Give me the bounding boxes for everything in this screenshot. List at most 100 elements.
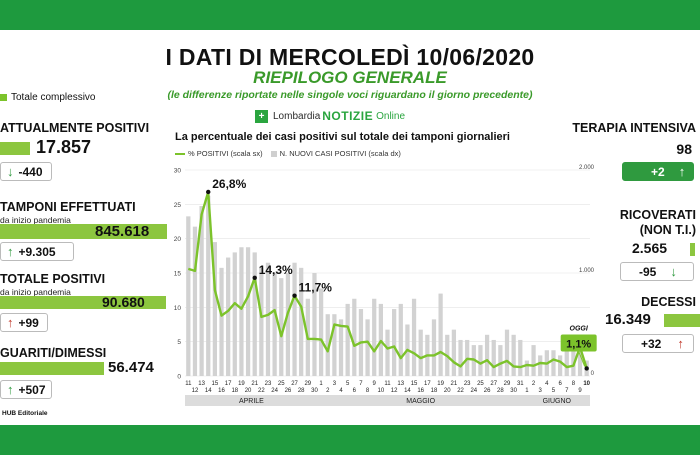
bar-nuovi-casi — [252, 252, 257, 376]
arrow-up-icon: ↑ — [7, 315, 14, 330]
tamponi-delta: ↑ +9.305 — [0, 242, 74, 261]
month-band — [185, 395, 590, 406]
terapia-delta: +2 ↑ — [622, 162, 694, 181]
x-tick-label: 17 — [424, 381, 431, 387]
annotation-label: 26,8% — [212, 177, 246, 191]
legend-line-swatch — [175, 152, 185, 155]
page-subtitle: RIEPILOGO GENERALE — [253, 68, 447, 87]
bar-nuovi-casi — [524, 360, 530, 376]
x-tick-label: 8 — [572, 381, 576, 387]
brand-part-2: NOTIZIE — [322, 109, 374, 123]
bar-nuovi-casi — [299, 267, 304, 376]
decessi-label: DECESSI — [641, 295, 696, 309]
terapia-value: 98 — [676, 141, 692, 157]
x-tick-label: 1 — [525, 388, 529, 394]
bar-nuovi-casi — [458, 339, 463, 376]
bar-nuovi-casi — [531, 345, 536, 376]
ricoverati-sublabel: (NON T.I.) — [639, 223, 696, 237]
x-tick-label: 20 — [245, 388, 252, 394]
x-tick-label: 29 — [504, 381, 511, 387]
guariti-bar — [0, 362, 104, 375]
x-tick-label: 23 — [464, 381, 471, 387]
annotation-tag: OGGI — [570, 325, 589, 332]
legend-total-swatch — [0, 94, 7, 101]
chart-legend: % POSITIVI (scala sx) N. NUOVI CASI POSI… — [175, 149, 401, 158]
decessi-delta: +32 ↑ — [622, 334, 694, 353]
annotation-pointer — [578, 351, 586, 367]
x-tick-label: 1 — [319, 381, 323, 387]
x-tick-label: 16 — [417, 388, 424, 394]
bar-nuovi-casi — [398, 303, 403, 376]
x-tick-label: 8 — [366, 388, 370, 394]
brand-part-3: Online — [376, 110, 406, 122]
bar-nuovi-casi — [392, 309, 397, 376]
bar-nuovi-casi — [272, 273, 277, 376]
ricoverati-delta-value: -95 — [639, 264, 657, 279]
left-tick-label: 0 — [177, 374, 181, 381]
annotation-point — [584, 366, 589, 371]
bottom-band — [0, 425, 700, 455]
month-label: GIUGNO — [543, 398, 572, 405]
bar-nuovi-casi — [411, 298, 417, 376]
arrow-up-icon: ↑ — [7, 382, 14, 397]
bar-nuovi-casi — [498, 345, 503, 376]
bar-nuovi-casi — [312, 273, 317, 376]
guariti-delta: ↑ +507 — [0, 380, 52, 399]
totale-positivi-delta: ↑ +99 — [0, 313, 48, 332]
bar-nuovi-casi — [418, 329, 423, 376]
right-tick-label: 1.000 — [579, 268, 595, 274]
x-tick-label: 30 — [311, 388, 318, 394]
chart: 05101520253001.0002.00011121314151617181… — [174, 165, 597, 406]
x-tick-label: 14 — [205, 388, 212, 394]
tamponi-delta-value: +9.305 — [18, 244, 56, 259]
x-tick-label: 15 — [411, 381, 418, 387]
arrow-up-icon: ↑ — [678, 164, 686, 179]
bar-nuovi-casi — [352, 298, 357, 376]
x-tick-label: 3 — [539, 388, 543, 394]
x-tick-label: 7 — [565, 388, 569, 394]
bar-nuovi-casi — [199, 206, 204, 376]
x-tick-label: 25 — [477, 381, 484, 387]
annotation-label: 11,7% — [299, 281, 333, 295]
month-label: MAGGIO — [406, 398, 435, 405]
bar-nuovi-casi — [279, 278, 284, 376]
x-tick-label: 9 — [578, 388, 582, 394]
x-tick-label: 23 — [265, 381, 272, 387]
bar-nuovi-casi — [504, 329, 510, 376]
x-tick-label: 21 — [451, 381, 458, 387]
bar-nuovi-casi — [338, 319, 344, 376]
totale-positivi-value: 90.680 — [102, 294, 145, 310]
legend-entry-positivi: % POSITIVI (scala sx) — [188, 149, 263, 158]
x-tick-label: 2 — [532, 381, 536, 387]
bar-nuovi-casi — [438, 293, 443, 376]
left-tick-label: 20 — [174, 236, 182, 243]
left-tick-label: 10 — [174, 305, 182, 312]
ricoverati-bar — [690, 243, 695, 256]
tamponi-label: TAMPONI EFFETTUATI — [0, 200, 136, 214]
annotation-callout — [560, 334, 597, 352]
x-tick-label: 19 — [437, 381, 444, 387]
x-tick-label: 11 — [185, 381, 192, 387]
legend-total: Totale complessivo — [0, 92, 95, 103]
legend-entry-nuovi-casi: N. NUOVI CASI POSITIVI (scala dx) — [279, 149, 401, 158]
page-title: I DATI DI MERCOLEDÌ 10/06/2020 — [165, 44, 535, 70]
arrow-up-icon: ↑ — [7, 244, 14, 259]
x-tick-label: 30 — [510, 388, 517, 394]
attualmente-positivi-label: ATTUALMENTE POSITIVI — [0, 121, 150, 135]
bar-nuovi-casi — [538, 355, 543, 376]
month-label: APRILE — [239, 398, 264, 405]
left-tick-label: 30 — [174, 168, 182, 175]
annotation-point — [292, 293, 297, 298]
x-tick-label: 24 — [271, 388, 278, 394]
x-tick-label: 27 — [490, 381, 497, 387]
totale-positivi-delta-value: +99 — [18, 315, 39, 330]
x-tick-label: 17 — [225, 381, 232, 387]
left-tick-label: 15 — [174, 271, 182, 278]
bar-nuovi-casi — [431, 319, 437, 376]
bar-nuovi-casi — [212, 242, 218, 376]
x-tick-label: 27 — [291, 381, 298, 387]
bar-nuovi-casi — [345, 303, 350, 376]
annotation-label: 1,1% — [566, 338, 591, 350]
x-tick-label: 2 — [326, 388, 330, 394]
annotation-label: 14,3% — [259, 263, 293, 277]
